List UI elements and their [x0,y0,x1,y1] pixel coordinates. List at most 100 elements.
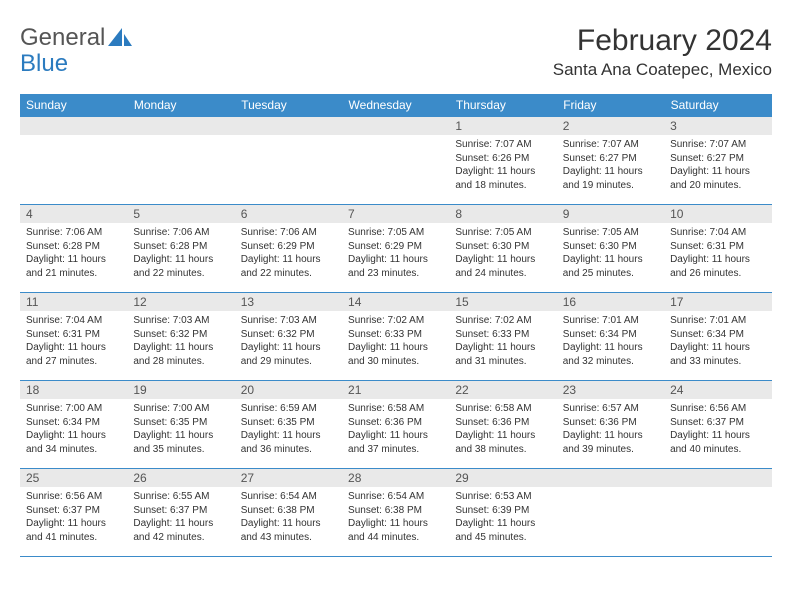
day-number: 14 [342,293,449,311]
day-details: Sunrise: 7:05 AMSunset: 6:30 PMDaylight:… [449,223,556,282]
day-cell: 21Sunrise: 6:58 AMSunset: 6:36 PMDayligh… [342,381,449,469]
day-details: Sunrise: 7:02 AMSunset: 6:33 PMDaylight:… [449,311,556,370]
day-number: 1 [449,117,556,135]
day-details: Sunrise: 6:57 AMSunset: 6:36 PMDaylight:… [557,399,664,458]
day-number: 6 [235,205,342,223]
day-cell: 9Sunrise: 7:05 AMSunset: 6:30 PMDaylight… [557,205,664,293]
day-cell [20,117,127,205]
day-cell: 8Sunrise: 7:05 AMSunset: 6:30 PMDaylight… [449,205,556,293]
day-cell: 16Sunrise: 7:01 AMSunset: 6:34 PMDayligh… [557,293,664,381]
day-cell: 23Sunrise: 6:57 AMSunset: 6:36 PMDayligh… [557,381,664,469]
day-details: Sunrise: 7:04 AMSunset: 6:31 PMDaylight:… [20,311,127,370]
day-number: 21 [342,381,449,399]
day-cell [664,469,771,557]
day-cell: 22Sunrise: 6:58 AMSunset: 6:36 PMDayligh… [449,381,556,469]
header: General February 2024 Santa Ana Coatepec… [20,24,772,80]
day-cell: 28Sunrise: 6:54 AMSunset: 6:38 PMDayligh… [342,469,449,557]
day-cell: 19Sunrise: 7:00 AMSunset: 6:35 PMDayligh… [127,381,234,469]
empty-day [235,117,342,135]
day-cell: 12Sunrise: 7:03 AMSunset: 6:32 PMDayligh… [127,293,234,381]
month-title: February 2024 [553,24,772,58]
day-number: 9 [557,205,664,223]
week-row: 18Sunrise: 7:00 AMSunset: 6:34 PMDayligh… [20,381,772,469]
day-cell: 4Sunrise: 7:06 AMSunset: 6:28 PMDaylight… [20,205,127,293]
day-cell [235,117,342,205]
day-details: Sunrise: 7:02 AMSunset: 6:33 PMDaylight:… [342,311,449,370]
day-details: Sunrise: 7:06 AMSunset: 6:28 PMDaylight:… [127,223,234,282]
day-cell: 14Sunrise: 7:02 AMSunset: 6:33 PMDayligh… [342,293,449,381]
calendar-table: Sunday Monday Tuesday Wednesday Thursday… [20,94,772,557]
day-details: Sunrise: 6:59 AMSunset: 6:35 PMDaylight:… [235,399,342,458]
day-cell: 3Sunrise: 7:07 AMSunset: 6:27 PMDaylight… [664,117,771,205]
day-cell: 24Sunrise: 6:56 AMSunset: 6:37 PMDayligh… [664,381,771,469]
day-cell: 1Sunrise: 7:07 AMSunset: 6:26 PMDaylight… [449,117,556,205]
day-cell [342,117,449,205]
day-cell: 15Sunrise: 7:02 AMSunset: 6:33 PMDayligh… [449,293,556,381]
day-number: 4 [20,205,127,223]
day-number: 12 [127,293,234,311]
day-number: 25 [20,469,127,487]
day-details: Sunrise: 7:04 AMSunset: 6:31 PMDaylight:… [664,223,771,282]
day-details: Sunrise: 6:58 AMSunset: 6:36 PMDaylight:… [342,399,449,458]
day-details: Sunrise: 7:00 AMSunset: 6:35 PMDaylight:… [127,399,234,458]
day-number: 2 [557,117,664,135]
day-cell: 13Sunrise: 7:03 AMSunset: 6:32 PMDayligh… [235,293,342,381]
day-details: Sunrise: 6:53 AMSunset: 6:39 PMDaylight:… [449,487,556,546]
day-number: 22 [449,381,556,399]
weekday-header: Sunday [20,94,127,117]
weekday-header: Monday [127,94,234,117]
logo: General [20,24,134,52]
day-cell: 5Sunrise: 7:06 AMSunset: 6:28 PMDaylight… [127,205,234,293]
day-number: 15 [449,293,556,311]
day-cell: 20Sunrise: 6:59 AMSunset: 6:35 PMDayligh… [235,381,342,469]
day-number: 27 [235,469,342,487]
location: Santa Ana Coatepec, Mexico [553,60,772,80]
logo-text-2: Blue [20,50,68,78]
day-details: Sunrise: 7:05 AMSunset: 6:30 PMDaylight:… [557,223,664,282]
week-row: 1Sunrise: 7:07 AMSunset: 6:26 PMDaylight… [20,117,772,205]
title-block: February 2024 Santa Ana Coatepec, Mexico [553,24,772,80]
day-details: Sunrise: 6:55 AMSunset: 6:37 PMDaylight:… [127,487,234,546]
weekday-header: Saturday [664,94,771,117]
day-cell [127,117,234,205]
logo-sail-icon [108,28,134,48]
day-cell [557,469,664,557]
empty-day [557,469,664,487]
weekday-header-row: Sunday Monday Tuesday Wednesday Thursday… [20,94,772,117]
day-details: Sunrise: 7:06 AMSunset: 6:28 PMDaylight:… [20,223,127,282]
empty-day [342,117,449,135]
day-details: Sunrise: 6:56 AMSunset: 6:37 PMDaylight:… [664,399,771,458]
day-cell: 11Sunrise: 7:04 AMSunset: 6:31 PMDayligh… [20,293,127,381]
day-details: Sunrise: 7:05 AMSunset: 6:29 PMDaylight:… [342,223,449,282]
day-number: 26 [127,469,234,487]
day-details: Sunrise: 7:07 AMSunset: 6:27 PMDaylight:… [557,135,664,194]
day-cell: 7Sunrise: 7:05 AMSunset: 6:29 PMDaylight… [342,205,449,293]
day-details: Sunrise: 7:03 AMSunset: 6:32 PMDaylight:… [127,311,234,370]
day-details: Sunrise: 6:54 AMSunset: 6:38 PMDaylight:… [235,487,342,546]
day-details: Sunrise: 7:07 AMSunset: 6:26 PMDaylight:… [449,135,556,194]
day-details: Sunrise: 7:01 AMSunset: 6:34 PMDaylight:… [557,311,664,370]
day-details: Sunrise: 6:58 AMSunset: 6:36 PMDaylight:… [449,399,556,458]
day-cell: 29Sunrise: 6:53 AMSunset: 6:39 PMDayligh… [449,469,556,557]
day-number: 18 [20,381,127,399]
day-cell: 26Sunrise: 6:55 AMSunset: 6:37 PMDayligh… [127,469,234,557]
day-details: Sunrise: 7:03 AMSunset: 6:32 PMDaylight:… [235,311,342,370]
day-number: 11 [20,293,127,311]
day-number: 7 [342,205,449,223]
logo-text-1: General [20,24,105,52]
day-cell: 18Sunrise: 7:00 AMSunset: 6:34 PMDayligh… [20,381,127,469]
weekday-header: Tuesday [235,94,342,117]
day-cell: 10Sunrise: 7:04 AMSunset: 6:31 PMDayligh… [664,205,771,293]
day-number: 10 [664,205,771,223]
day-number: 23 [557,381,664,399]
day-number: 16 [557,293,664,311]
day-cell: 17Sunrise: 7:01 AMSunset: 6:34 PMDayligh… [664,293,771,381]
day-cell: 6Sunrise: 7:06 AMSunset: 6:29 PMDaylight… [235,205,342,293]
day-number: 13 [235,293,342,311]
day-number: 17 [664,293,771,311]
week-row: 25Sunrise: 6:56 AMSunset: 6:37 PMDayligh… [20,469,772,557]
empty-day [127,117,234,135]
day-details: Sunrise: 6:56 AMSunset: 6:37 PMDaylight:… [20,487,127,546]
week-row: 11Sunrise: 7:04 AMSunset: 6:31 PMDayligh… [20,293,772,381]
weekday-header: Thursday [449,94,556,117]
